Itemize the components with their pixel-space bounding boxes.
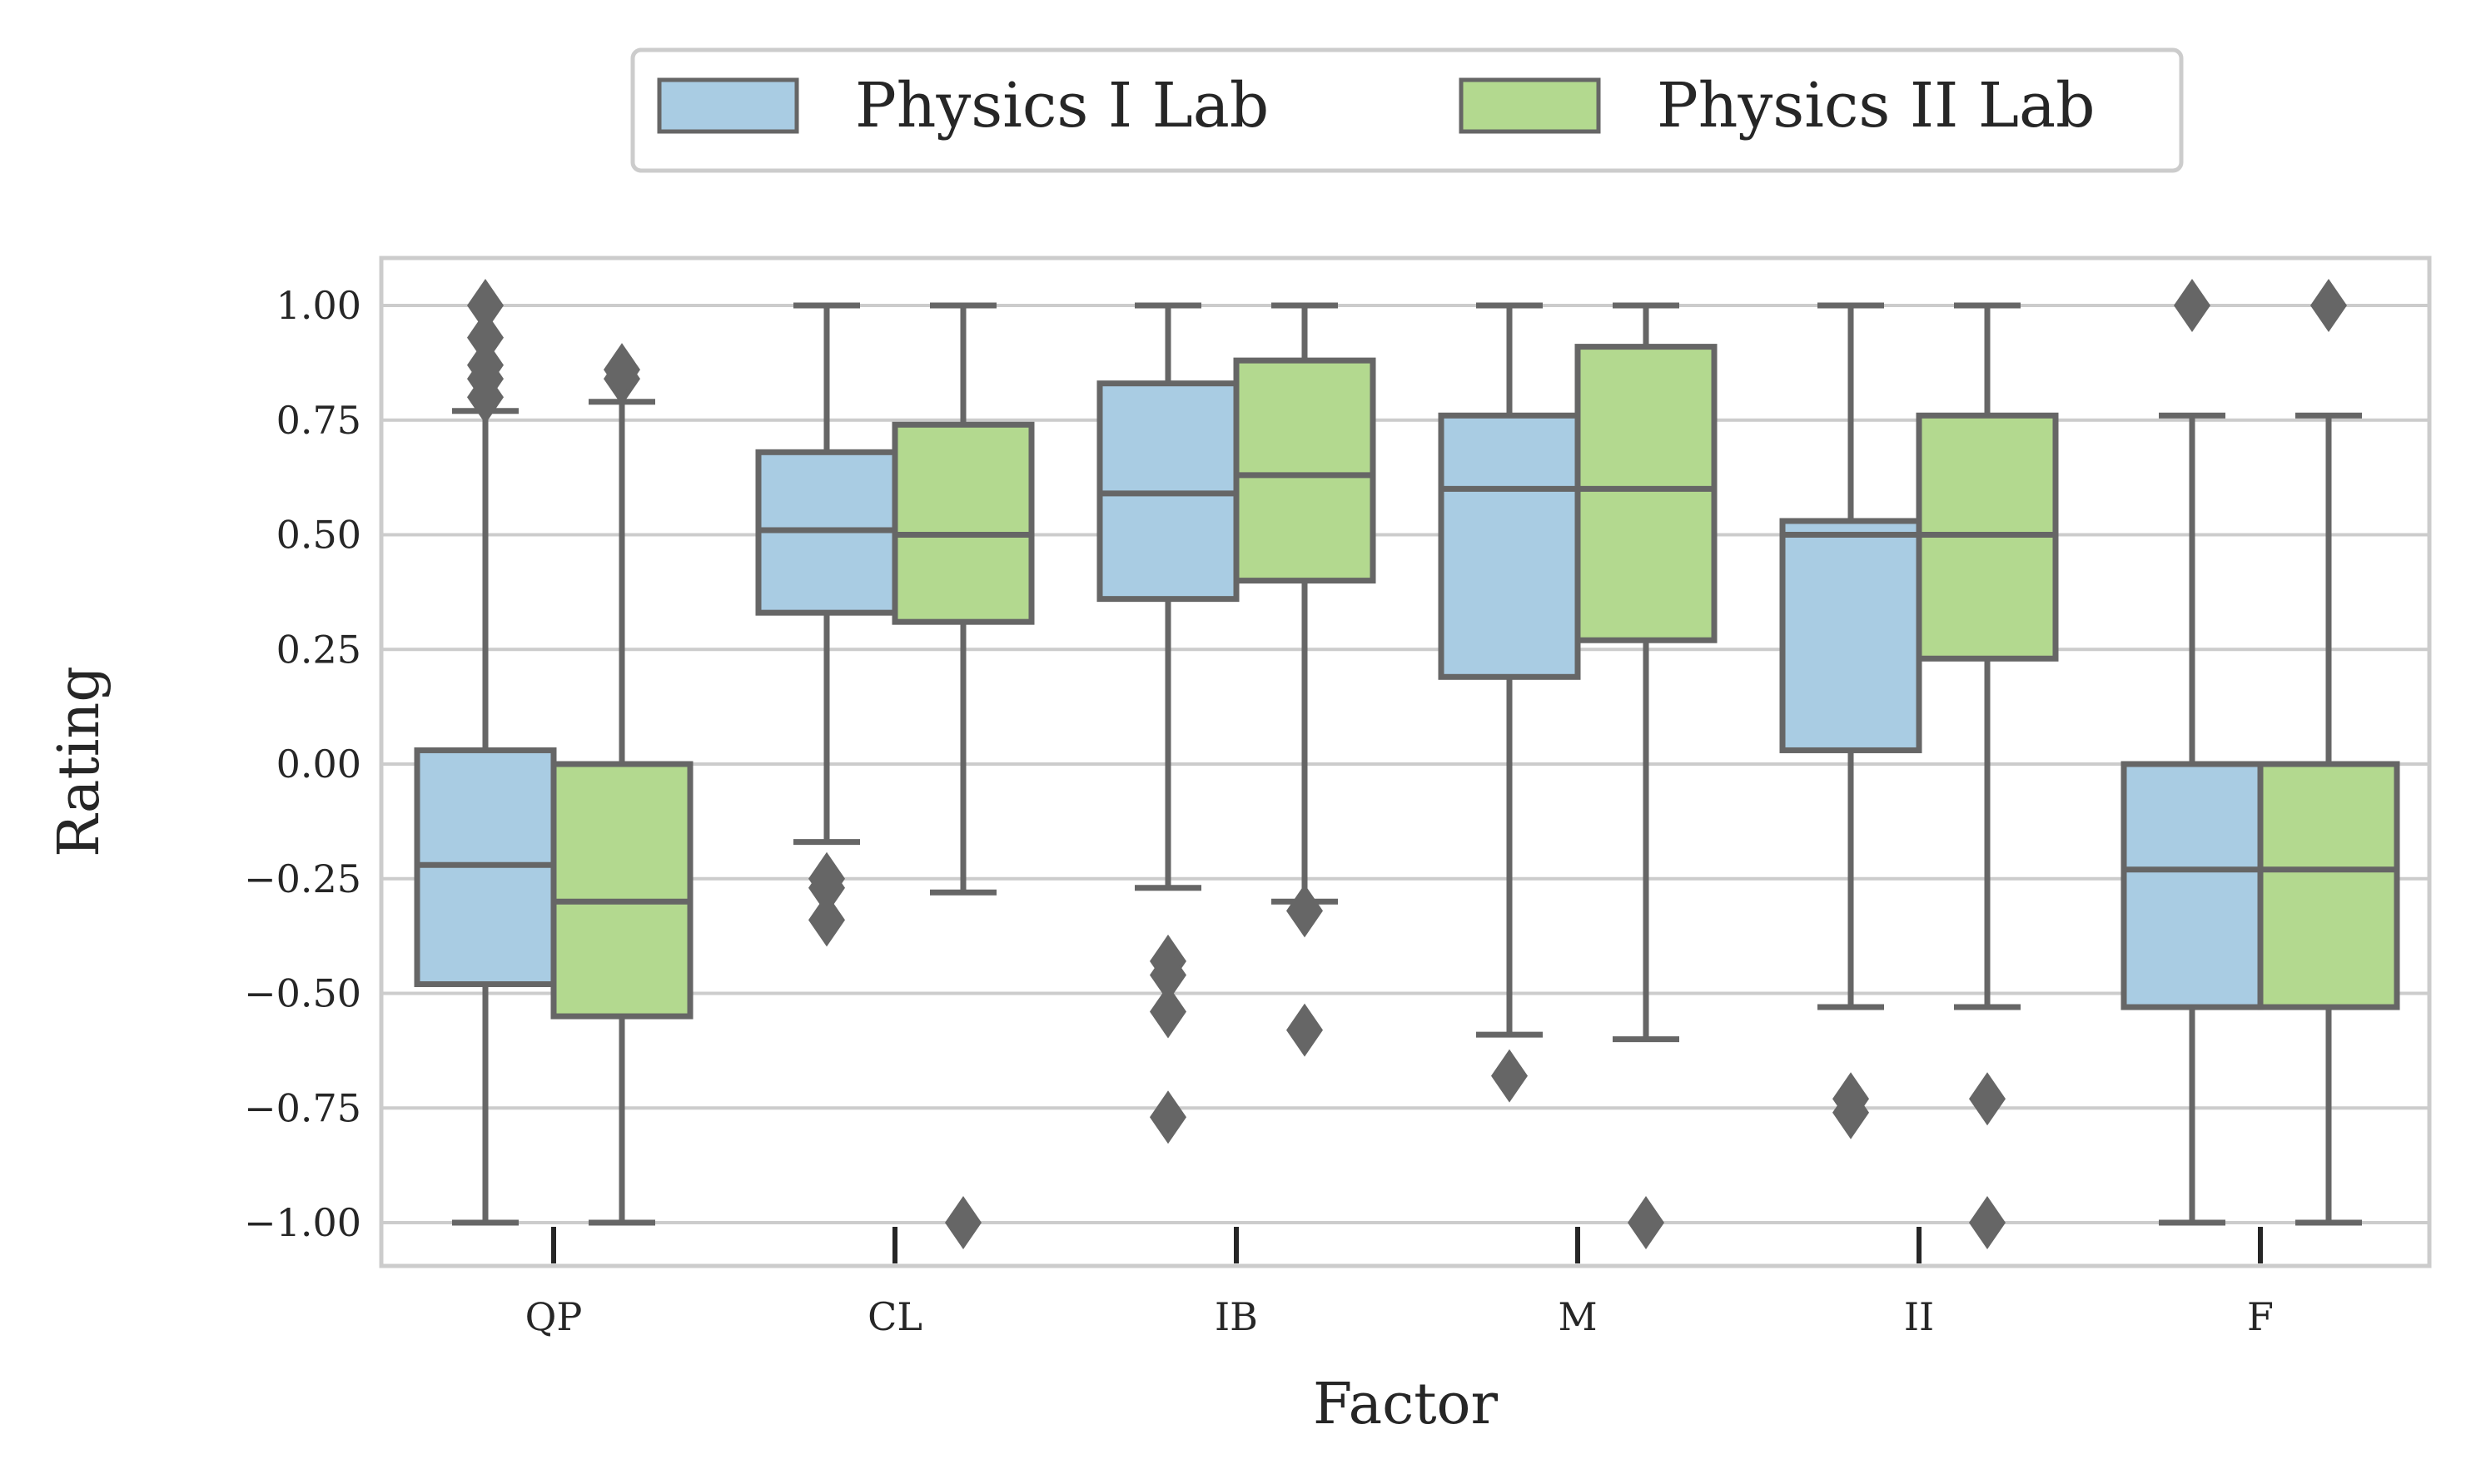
box-group [414,279,557,1226]
outlier-point [808,861,845,915]
y-tick-label: 0.75 [276,398,361,443]
box-group [1916,302,2059,1249]
y-tick-label: 0.50 [276,513,361,558]
box-group [2120,279,2264,1226]
iqr-box [892,421,1035,625]
outlier-point [1832,1085,1869,1139]
outlier-point [945,1196,982,1249]
outlier-point [1150,948,1186,1002]
x-axis: QP CL IB M II F [525,1227,2274,1339]
iqr-box [1779,518,1922,753]
legend: Physics I Lab Physics II Lab [630,47,2184,173]
iqr-box [2120,761,2264,1010]
legend-frame [630,47,2184,173]
x-tick-label: CL [868,1294,922,1339]
legend-swatch-physics-ii [1459,77,1601,134]
box-group [755,302,898,947]
outlier-point [1286,884,1323,938]
box-group [892,302,1035,1249]
outlier-point [1628,1196,1664,1249]
x-tick-label: IB [1215,1294,1258,1339]
box-group [1096,302,1240,1144]
outlier-point [1286,1003,1323,1057]
x-axis-title: Factor [1313,1372,1498,1437]
outlier-point [1491,1049,1528,1103]
legend-label-physics-ii: Physics II Lab [1657,70,2095,141]
plot-frame [379,256,2432,1268]
x-tick-label: QP [525,1294,583,1339]
x-tick-label: M [1558,1294,1597,1339]
outlier-point [1969,1072,2006,1126]
outlier-point [1150,985,1186,1039]
y-axis-title: Rating [47,666,112,857]
iqr-box [2257,761,2400,1010]
x-tick-label: F [2247,1294,2274,1339]
grid-lines [381,304,2429,1224]
outlier-point [467,310,504,365]
y-tick-label: 0.25 [276,627,361,672]
iqr-box [1233,357,1376,584]
outlier-point [1969,1196,2006,1249]
iqr-box [1574,344,1718,643]
box-group [2257,279,2400,1226]
outlier-point [467,338,504,392]
outlier-point [1150,1090,1186,1144]
box-group [1438,302,1581,1103]
plot-area [414,279,2400,1249]
outlier-point [2310,279,2347,332]
y-tick-label: 1.00 [276,283,361,328]
outlier-point [467,279,504,332]
iqr-box [550,761,694,1020]
outlier-point [808,893,845,947]
y-tick-label: 0.00 [276,742,361,787]
y-tick-label: −0.25 [244,856,361,901]
y-tick-label: −1.00 [244,1200,361,1245]
legend-label-physics-i: Physics I Lab [855,70,1269,141]
legend-swatch-physics-i [657,77,799,134]
outlier-point [604,343,640,397]
box-group [1574,302,1718,1249]
box-group [1233,302,1376,1057]
x-tick-label: II [1904,1294,1934,1339]
y-tick-label: −0.50 [244,971,361,1016]
box-group [1779,302,1922,1139]
outlier-point [2174,279,2210,332]
iqr-box [1438,412,1581,680]
box-group [550,343,694,1226]
y-tick-label: −0.75 [244,1085,361,1130]
y-axis: 1.00 0.75 0.50 0.25 0.00 −0.25 −0.50 −0.75 −1.00 [244,283,361,1245]
